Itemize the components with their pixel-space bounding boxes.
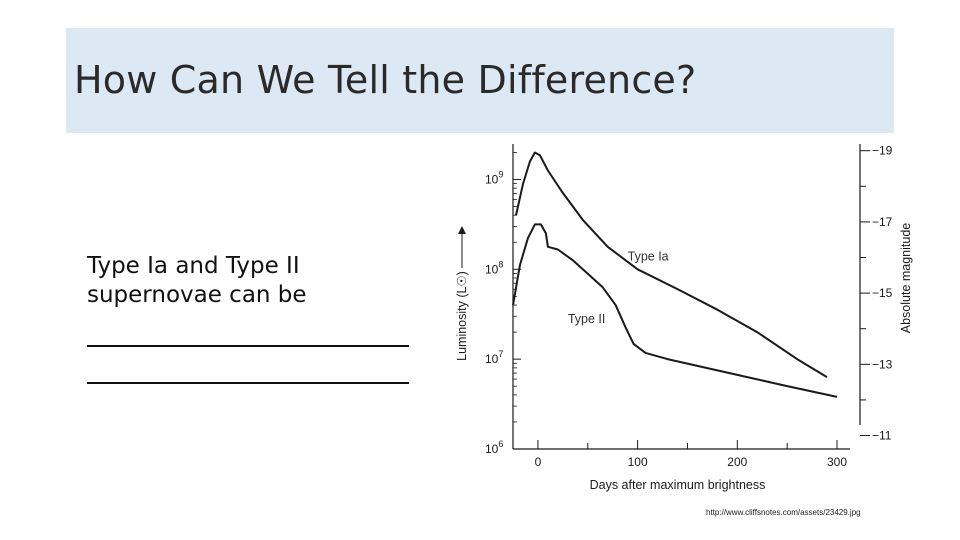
- slide-title: How Can We Tell the Difference?: [74, 58, 697, 102]
- right-tick-label: −17: [872, 215, 893, 229]
- body-line-1: Type Ia and Type II: [87, 253, 300, 279]
- right-tick-label: −19: [872, 144, 893, 158]
- series-label-type-ii: Type II: [568, 312, 606, 326]
- y-tick-label: 109: [485, 169, 503, 186]
- y-axis-arrowhead: [458, 226, 466, 234]
- answer-blank-1: [87, 316, 409, 347]
- y-tick-label: 108: [485, 259, 503, 276]
- y-tick-label: 107: [485, 349, 503, 366]
- y-tick-label: 106: [485, 439, 503, 456]
- right-tick-label: −11: [872, 429, 892, 443]
- right-tick-label: −13: [872, 357, 893, 371]
- series-line-type-ii: [512, 223, 838, 398]
- light-curve-chart: 0 100 200 300 109 108 107 106 −19 −17 −15 −13 −11 Day…: [455, 144, 913, 492]
- image-source-url: http://www.cliffsnotes.com/assets/23429.…: [706, 508, 861, 517]
- y-axis-label: Luminosity (L☉): [455, 271, 469, 361]
- series-label-type-ia: Type Ia: [628, 249, 669, 263]
- x-tick-label: 100: [628, 455, 648, 469]
- right-axis-label: Absolute magnitude: [899, 223, 913, 334]
- body-line-2: supernovae can be: [87, 282, 307, 308]
- x-tick-label: 300: [827, 455, 847, 469]
- x-tick-label: 0: [535, 455, 542, 469]
- x-axis-label: Days after maximum brightness: [590, 478, 766, 492]
- right-tick-label: −15: [872, 286, 893, 300]
- slide-body: Type Ia and Type II supernovae can be: [87, 252, 417, 384]
- answer-blank-2: [87, 353, 409, 384]
- series-line-type-ia: [515, 151, 828, 378]
- x-tick-label: 200: [727, 455, 747, 469]
- title-band: How Can We Tell the Difference?: [66, 28, 894, 133]
